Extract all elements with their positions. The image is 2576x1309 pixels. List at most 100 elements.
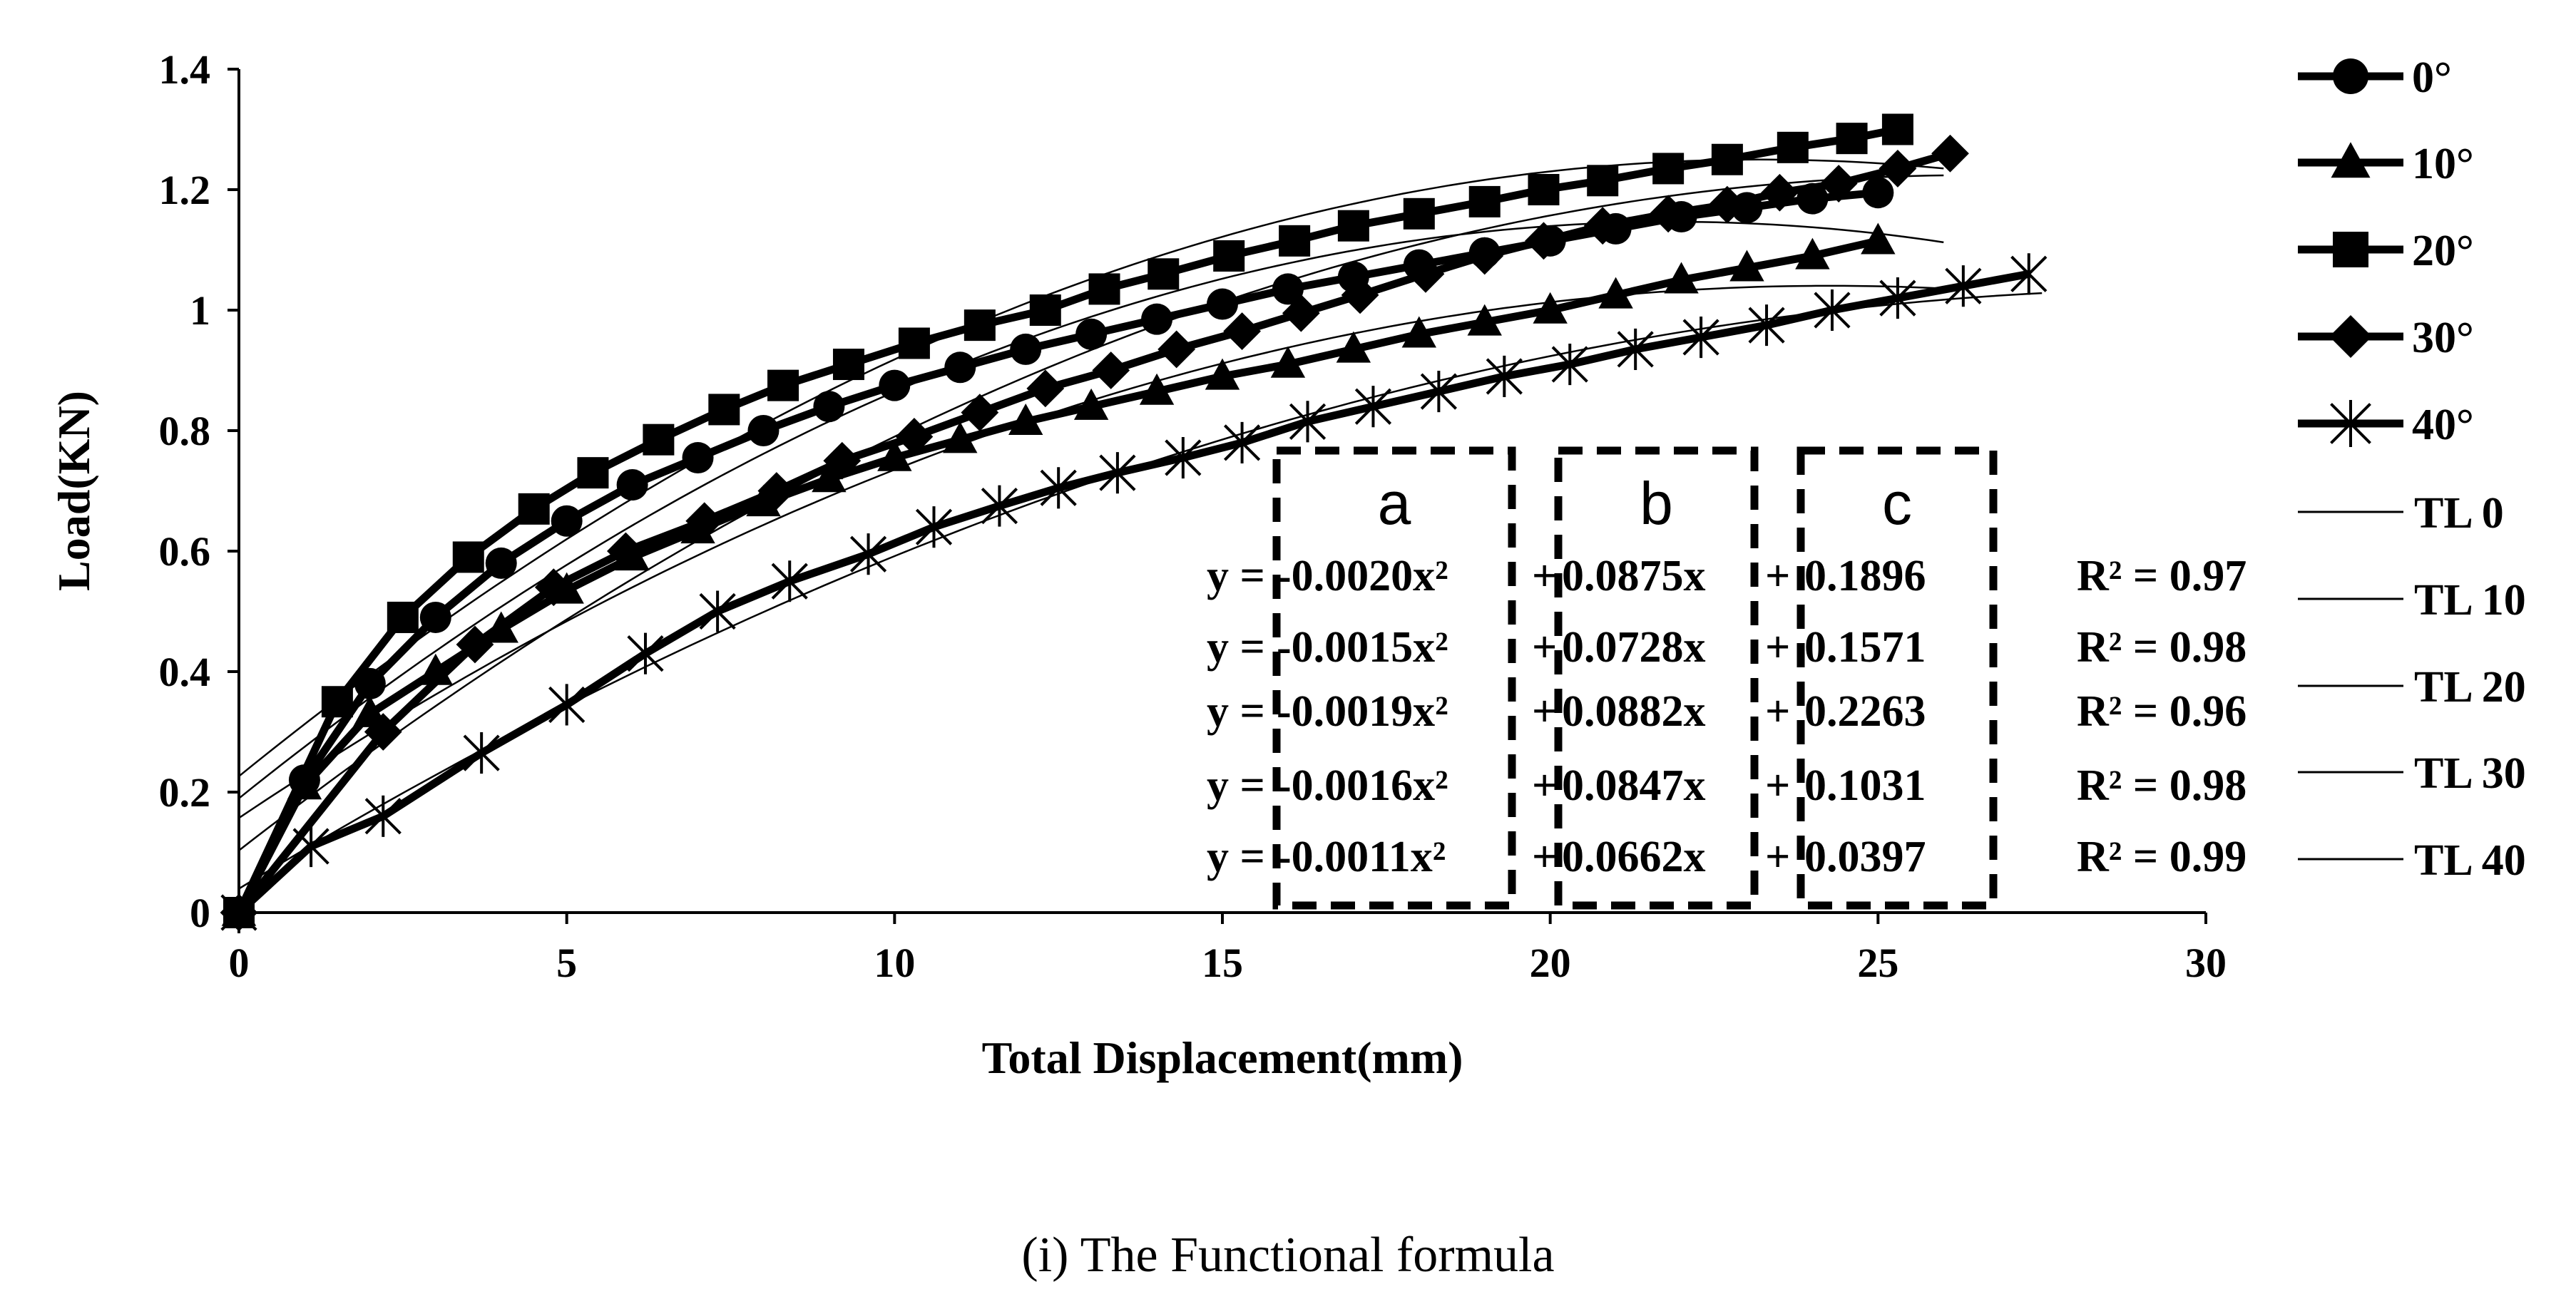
equation-a: -0.0011x² [1277, 833, 1446, 881]
marker-diamond [1466, 237, 1504, 275]
marker-circle [1272, 273, 1304, 305]
coefficient-boxes: a b c [1272, 446, 1998, 910]
marker-diamond [1026, 369, 1065, 408]
coef-box [1272, 446, 1516, 910]
marker-diamond [1819, 165, 1858, 202]
y-tick-label: 0.6 [159, 528, 211, 575]
x-tick-label: 15 [1202, 940, 1243, 986]
equation-r2: R² = 0.97 [2077, 552, 2247, 600]
marker-triangle [943, 421, 978, 453]
marker-diamond [1282, 294, 1320, 332]
legend-item-trendline: TL 20 [2298, 663, 2526, 712]
y-tick-label: 0.2 [159, 769, 211, 816]
legend-item-triangle: 10° [2298, 140, 2474, 188]
marker-circle [1207, 288, 1238, 320]
marker-triangle [1336, 331, 1371, 363]
equation-b: 0.0728x [1562, 623, 1706, 672]
x-tick-label: 30 [2185, 940, 2227, 986]
equation-p1: + [1532, 623, 1557, 672]
marker-triangle [1073, 388, 1109, 420]
marker-circle [1075, 318, 1108, 350]
marker-square [321, 686, 353, 718]
equation-row: y = -0.0020x² +0.0875x +0.1896 R² = 0.97 [1207, 552, 2247, 600]
marker-square [452, 541, 484, 573]
equation-y: y = [1207, 623, 1265, 672]
legend-label: TL 10 [2414, 576, 2526, 625]
marker-diamond [1931, 134, 1969, 173]
marker-square [387, 601, 419, 633]
marker-diamond [1761, 173, 1799, 212]
marker-square [518, 493, 550, 525]
legend-label: 0° [2412, 53, 2452, 102]
equation-y: y = [1207, 687, 1265, 736]
marker-circle [747, 415, 780, 446]
equation-b: 0.0662x [1562, 833, 1706, 881]
marker-circle [2333, 58, 2368, 94]
coef-box-label: a [1378, 470, 1411, 537]
marker-square [1337, 210, 1369, 242]
marker-square [964, 309, 996, 342]
coef-box [1554, 446, 1759, 910]
marker-square [2333, 232, 2368, 267]
marker-square [1836, 123, 1868, 155]
marker-diamond [1223, 312, 1261, 350]
y-tick-label: 0.4 [159, 649, 211, 695]
equation-a: -0.0015x² [1277, 623, 1448, 672]
equation-c: 0.2263 [1804, 687, 1926, 736]
marker-square [1587, 165, 1619, 197]
coef-box [1796, 446, 1998, 910]
marker-triangle [1795, 237, 1830, 270]
marker-square [767, 369, 799, 401]
legend-label: TL 20 [2414, 663, 2526, 712]
marker-diamond [1157, 330, 1196, 369]
marker-diamond [364, 713, 402, 751]
marker-square [1088, 273, 1120, 305]
legend-label: TL 40 [2414, 836, 2526, 885]
marker-circle [1141, 303, 1173, 335]
marker-square [1213, 240, 1245, 272]
marker-triangle [1270, 346, 1306, 378]
marker-diamond [1708, 185, 1747, 224]
marker-circle [879, 369, 911, 401]
marker-square [1468, 185, 1501, 217]
equation-p1: + [1532, 833, 1557, 881]
caption-space [1068, 1228, 1080, 1283]
marker-square [832, 349, 864, 381]
legend-item-trendline: TL 40 [2298, 836, 2526, 885]
marker-triangle [812, 461, 847, 493]
equation-p2: + [1765, 761, 1790, 810]
equation-c: 0.0397 [1804, 833, 1926, 881]
marker-circle [485, 547, 517, 579]
equation-b: 0.0875x [1562, 552, 1706, 600]
equation-b: 0.0882x [1562, 687, 1706, 736]
equation-p2: + [1765, 552, 1790, 600]
x-tick-label: 25 [1857, 940, 1898, 986]
marker-diamond [1341, 276, 1379, 314]
equation-p2: + [1765, 687, 1790, 736]
marker-diamond [961, 394, 999, 432]
marker-square [1652, 153, 1685, 185]
marker-triangle [1598, 277, 1633, 309]
marker-square [1528, 174, 1560, 205]
equation-y: y = [1207, 552, 1265, 600]
x-tick-label: 0 [229, 940, 250, 986]
marker-triangle [1861, 222, 1896, 255]
equation-p2: + [1765, 833, 1790, 881]
equation-row: y = -0.0019x² +0.0882x +0.2263 R² = 0.96 [1207, 687, 2247, 736]
equation-b: 0.0847x [1562, 761, 1706, 810]
equation-c: 0.1031 [1804, 761, 1926, 810]
equation-a: -0.0020x² [1277, 552, 1448, 600]
legend-item-circle: 0° [2298, 53, 2452, 102]
x-tick-label: 5 [556, 940, 577, 986]
legend-label: TL 0 [2414, 489, 2504, 538]
legend-item-diamond: 30° [2298, 314, 2474, 362]
marker-diamond [1092, 351, 1130, 389]
trendline [238, 174, 1944, 851]
marker-diamond [1525, 222, 1563, 260]
marker-triangle [1467, 304, 1502, 336]
equation-y: y = [1207, 761, 1265, 810]
marker-diamond [534, 568, 573, 607]
y-tick-label: 0 [190, 890, 210, 936]
marker-square [1279, 225, 1311, 257]
